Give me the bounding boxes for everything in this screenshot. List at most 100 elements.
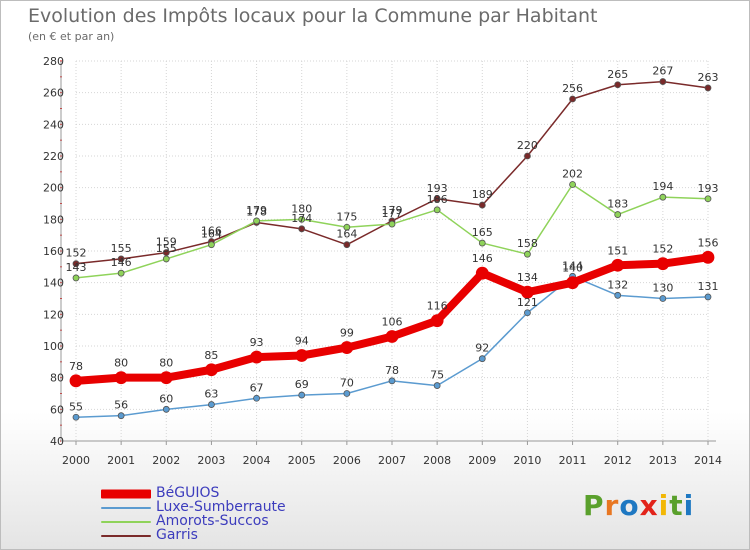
y-tick-label: 60 [50,403,64,416]
data-point-1 [659,295,667,302]
data-label-3: 178 [246,206,267,219]
y-tick-label: 140 [43,277,64,290]
data-point-0 [340,341,354,354]
data-label-0: 134 [517,271,538,284]
data-label-0: 78 [69,360,83,373]
data-label-3: 256 [562,82,583,95]
data-point-2 [117,269,125,277]
data-point-1 [162,405,170,413]
data-point-3 [433,195,441,203]
data-label-0: 140 [562,262,583,275]
data-point-1 [208,401,215,408]
logo-letter: P [583,489,605,522]
data-point-2 [208,241,215,249]
data-label-1: 55 [69,400,83,413]
data-point-1 [704,293,712,301]
data-label-2: 164 [201,228,222,241]
data-point-1 [614,291,622,299]
data-point-1 [72,413,80,421]
data-point-2 [478,239,486,247]
logo-letter: o [619,489,640,522]
data-point-3 [72,260,80,268]
y-tick-label: 40 [50,435,64,448]
data-label-3: 179 [382,204,403,217]
legend-label-beguios: BéGUIOS [156,485,220,501]
data-label-2: 179 [246,204,267,217]
data-label-3: 189 [472,188,493,201]
data-label-3: 152 [66,247,87,260]
y-tick-label: 200 [43,182,64,195]
data-point-0 [295,349,309,362]
data-label-1: 75 [430,369,444,382]
logo-letter: r [604,489,620,522]
data-label-1: 92 [475,342,489,355]
data-label-2: 177 [382,207,403,220]
data-point-3 [614,81,622,89]
data-label-1: 56 [114,399,128,412]
series-layer [69,78,715,421]
data-point-0 [701,250,715,264]
data-label-3: 267 [652,65,673,78]
data-label-1: 144 [562,259,583,272]
data-point-0 [611,258,625,272]
data-point-2 [433,206,441,214]
data-label-0: 151 [607,244,628,257]
proxiti-logo: Proxiti [583,489,694,522]
data-point-2 [704,195,712,203]
data-label-0: 94 [295,335,309,348]
data-point-2 [298,215,306,223]
axes [60,60,716,445]
y-tick-label: 120 [43,308,64,321]
data-label-3: 263 [698,71,719,84]
data-point-0 [205,363,218,377]
data-point-2 [343,223,351,231]
x-tick-label: 2011 [559,454,587,467]
x-tick-label: 2012 [604,454,632,467]
chart-title: Evolution des Impôts locaux pour la Comm… [28,5,598,27]
x-tick-label: 2004 [243,454,271,467]
data-label-2: 155 [156,242,177,255]
data-point-1 [524,309,531,317]
y-tick-label: 260 [43,87,64,100]
x-tick-label: 2008 [423,454,451,467]
data-label-1: 67 [250,381,264,394]
data-label-0: 99 [340,327,354,340]
data-label-1: 121 [517,296,538,309]
data-label-2: 186 [427,193,448,206]
data-point-1 [388,377,396,385]
data-label-0: 93 [250,336,264,349]
x-tick-label: 2000 [62,454,90,467]
data-label-0: 116 [427,300,448,313]
data-label-0: 152 [652,243,673,256]
data-label-3: 174 [291,212,312,225]
data-point-1 [298,391,306,399]
data-label-0: 156 [698,236,719,249]
data-label-2: 194 [652,180,673,193]
data-label-3: 220 [517,139,538,152]
logo-letter: x [639,489,659,522]
y-tick-label: 280 [43,55,64,68]
data-label-0: 80 [159,357,173,370]
data-point-1 [117,412,125,420]
data-label-0: 106 [382,316,403,329]
y-tick-label: 160 [43,245,64,258]
data-point-0 [385,330,399,343]
data-label-3: 164 [336,228,357,241]
data-point-0 [69,374,83,388]
data-point-3 [569,95,576,103]
y-tick-label: 80 [50,372,64,385]
y-tick-label: 100 [43,340,64,353]
data-label-1: 131 [698,280,719,293]
y-tick-label: 240 [43,118,64,131]
legend-swatch-amorots-succos [101,521,151,523]
data-point-0 [159,371,173,385]
data-point-1 [343,390,351,397]
x-tick-label: 2007 [378,454,406,467]
data-point-0 [475,266,489,280]
legend-swatch-garris [101,535,151,537]
logo-letter: i [683,489,695,522]
data-label-1: 69 [295,378,309,391]
